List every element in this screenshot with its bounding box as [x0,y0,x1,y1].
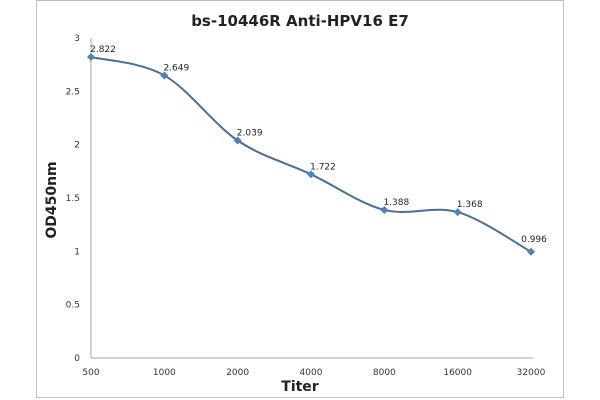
x-tick-label: 16000 [443,368,472,378]
data-label: 2.822 [90,45,116,55]
data-point [307,170,315,179]
x-tick-label: 500 [82,368,99,378]
chart-frame [36,0,564,398]
data-point [380,205,389,214]
y-tick-label: 3 [74,34,80,44]
data-point [233,136,242,145]
x-tick-label: 1000 [153,368,176,378]
y-tick-label: 1.5 [66,194,80,204]
y-tick-label: 2.5 [66,87,80,97]
data-point [453,208,462,217]
x-tick-label: 2000 [226,368,249,378]
x-tick-label: 32000 [517,368,546,378]
data-point [87,52,95,61]
y-tick-label: 1 [74,247,80,257]
data-label: 0.996 [521,235,547,245]
data-label: 2.039 [237,129,263,139]
data-label: 2.649 [163,63,189,73]
y-tick-label: 2 [74,141,80,151]
y-tick-label: 0 [74,354,80,364]
y-tick-label: 0.5 [66,301,80,311]
data-label: 1.368 [457,200,483,210]
x-tick-label: 8000 [373,368,396,378]
y-axis-label: OD450nm [44,161,60,238]
data-point [160,71,169,80]
chart-title: bs-10446R Anti-HPV16 E7 [191,12,409,30]
data-label: 1.388 [383,198,409,208]
data-point [527,247,535,256]
x-tick-label: 4000 [300,368,323,378]
data-label: 1.722 [310,162,336,172]
x-axis-label: Titer [281,379,319,395]
